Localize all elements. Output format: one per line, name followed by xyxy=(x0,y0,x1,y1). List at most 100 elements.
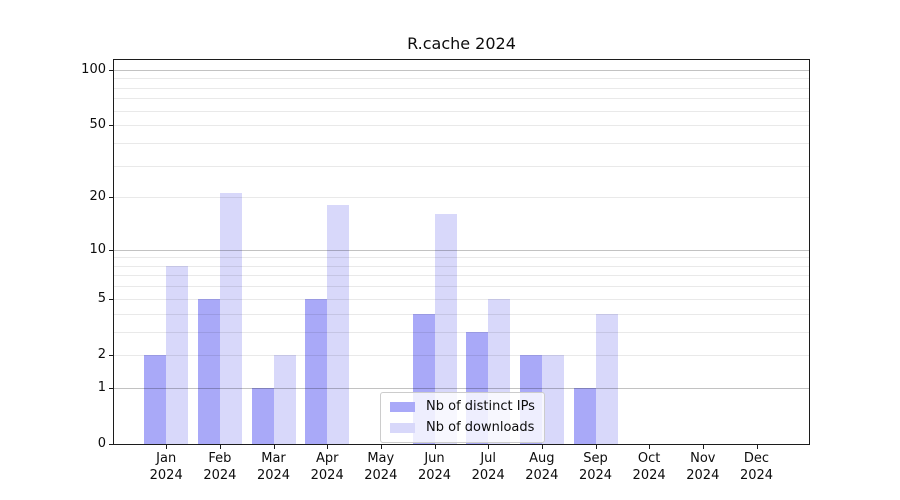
bar-downloads-feb xyxy=(219,193,242,444)
x-tick-label-may: May 2024 xyxy=(349,450,413,484)
gridline-minor-4 xyxy=(114,313,809,315)
bar-distinct-ips-jan xyxy=(144,354,167,444)
legend-label-distinct-ips: Nb of distinct IPs xyxy=(426,399,535,414)
chart-title: R.cache 2024 xyxy=(407,34,516,53)
gridline-minor-60 xyxy=(114,110,809,112)
bar-downloads-jan xyxy=(166,265,189,444)
gridline-minor-3 xyxy=(114,331,809,333)
bar-downloads-jun xyxy=(434,214,457,444)
x-tick-year-jul: 2024 xyxy=(471,468,505,483)
x-tick-year-apr: 2024 xyxy=(310,468,344,483)
y-tick-label-1: 1 xyxy=(97,379,106,395)
bar-distinct-ips-mar xyxy=(251,387,274,444)
gridline-minor-70 xyxy=(114,98,809,100)
bar-distinct-ips-apr xyxy=(305,298,328,444)
bar-downloads-apr xyxy=(327,205,350,444)
x-tick-year-aug: 2024 xyxy=(525,468,559,483)
x-tick-label-feb: Feb 2024 xyxy=(188,450,252,484)
x-tick-year-jan: 2024 xyxy=(149,468,183,483)
x-tick-year-jun: 2024 xyxy=(417,468,452,483)
x-tick-month-apr: Apr xyxy=(315,451,339,466)
x-tick-mark-apr xyxy=(327,445,329,449)
x-tick-mark-jun xyxy=(434,445,436,449)
x-tick-mark-oct xyxy=(649,445,651,449)
x-tick-month-aug: Aug xyxy=(529,451,555,466)
x-tick-month-nov: Nov xyxy=(690,451,716,466)
gridline-minor-6 xyxy=(114,286,809,288)
x-tick-year-sep: 2024 xyxy=(578,468,613,483)
y-tick-label-0: 0 xyxy=(97,436,106,451)
bar-downloads-aug xyxy=(541,354,564,444)
gridline-minor-40 xyxy=(114,142,809,144)
y-tick-label-20: 20 xyxy=(89,189,106,205)
legend-swatch-distinct-ips xyxy=(390,402,415,412)
x-tick-label-nov: Nov 2024 xyxy=(671,450,735,484)
x-tick-month-sep: Sep xyxy=(583,451,608,466)
x-tick-label-mar: Mar 2024 xyxy=(242,450,306,484)
plot-area xyxy=(113,59,810,445)
grid-layer xyxy=(114,60,809,444)
y-tick-mark-2 xyxy=(109,354,113,356)
legend-item-distinct-ips: Nb of distinct IPs xyxy=(390,399,535,415)
gridline-minor-5 xyxy=(114,298,809,300)
x-tick-mark-jan xyxy=(166,445,168,449)
gridline-minor-8 xyxy=(114,265,809,267)
x-tick-year-may: 2024 xyxy=(364,468,398,483)
x-tick-label-oct: Oct 2024 xyxy=(617,450,681,484)
gridline-minor-2 xyxy=(114,354,809,356)
y-tick-mark-10 xyxy=(109,249,113,251)
gridline-minor-90 xyxy=(114,78,809,80)
x-tick-year-oct: 2024 xyxy=(632,468,666,483)
gridline-minor-7 xyxy=(114,275,809,277)
gridline-major-10 xyxy=(114,249,809,251)
x-tick-mark-sep xyxy=(595,445,597,449)
x-tick-label-apr: Apr 2024 xyxy=(295,450,359,484)
bar-distinct-ips-sep xyxy=(573,387,596,444)
bar-downloads-sep xyxy=(595,313,618,444)
legend-item-downloads: Nb of downloads xyxy=(390,420,535,436)
gridline-minor-9 xyxy=(114,257,809,259)
gridline-minor-50 xyxy=(114,125,809,127)
y-tick-label-100: 100 xyxy=(81,61,106,77)
gridline-major-1 xyxy=(114,387,809,389)
y-tick-mark-50 xyxy=(109,125,113,127)
x-tick-mark-dec xyxy=(756,445,758,449)
x-tick-year-nov: 2024 xyxy=(686,468,720,483)
gridline-minor-80 xyxy=(114,87,809,89)
x-tick-label-sep: Sep 2024 xyxy=(564,450,628,484)
x-tick-mark-aug xyxy=(541,445,543,449)
y-tick-mark-20 xyxy=(109,197,113,199)
y-tick-label-10: 10 xyxy=(89,241,106,257)
x-tick-month-dec: Dec xyxy=(743,451,770,466)
x-tick-label-aug: Aug 2024 xyxy=(510,450,574,484)
gridline-minor-30 xyxy=(114,165,809,167)
x-tick-label-jan: Jan 2024 xyxy=(134,450,198,484)
y-tick-mark-1 xyxy=(109,387,113,389)
legend-swatch-downloads xyxy=(390,423,415,433)
bar-distinct-ips-feb xyxy=(197,298,220,444)
y-tick-label-5: 5 xyxy=(97,290,106,306)
gridline-minor-20 xyxy=(114,197,809,199)
y-tick-mark-0 xyxy=(109,444,113,445)
x-tick-label-dec: Dec 2024 xyxy=(725,450,789,484)
y-tick-label-50: 50 xyxy=(89,117,106,133)
y-tick-mark-5 xyxy=(109,298,113,300)
x-tick-month-jul: Jul xyxy=(480,451,497,466)
x-tick-year-dec: 2024 xyxy=(739,468,774,483)
x-tick-label-jun: Jun 2024 xyxy=(403,450,467,484)
x-tick-label-jul: Jul 2024 xyxy=(456,450,520,484)
legend: Nb of distinct IPs Nb of downloads xyxy=(380,392,545,443)
y-tick-label-2: 2 xyxy=(97,346,106,362)
x-tick-month-may: May xyxy=(367,451,395,466)
x-tick-mark-may xyxy=(380,445,382,449)
x-tick-year-mar: 2024 xyxy=(256,468,291,483)
legend-label-downloads: Nb of downloads xyxy=(426,420,535,435)
x-tick-month-jan: Jan xyxy=(156,451,177,466)
x-tick-month-mar: Mar xyxy=(261,451,286,466)
gridline-major-100 xyxy=(114,69,809,71)
x-tick-mark-jul xyxy=(488,445,490,449)
x-tick-mark-mar xyxy=(273,445,275,449)
x-tick-mark-nov xyxy=(702,445,704,449)
y-tick-mark-100 xyxy=(109,69,113,71)
